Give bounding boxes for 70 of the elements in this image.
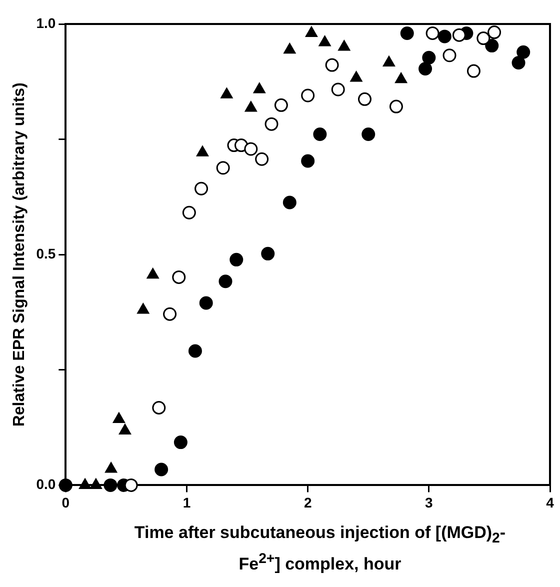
point [395, 72, 408, 84]
point [362, 127, 376, 141]
point [282, 196, 296, 210]
point [264, 117, 278, 131]
point [400, 26, 414, 40]
point [194, 182, 208, 196]
text: Time after subcutaneous injection of [(MGD)$_{2}$-Fe$^{2+}$] complex, hour [134, 523, 506, 574]
point [485, 38, 499, 52]
point [301, 88, 315, 102]
point [253, 82, 266, 94]
point [244, 101, 257, 112]
point [137, 303, 150, 314]
x-tick-label: 0 [62, 494, 70, 510]
x-tick-label: 4 [546, 494, 554, 510]
point [488, 26, 502, 40]
x-tick-label: 1 [182, 494, 191, 510]
point [199, 296, 213, 310]
point [306, 26, 318, 37]
point [476, 32, 490, 46]
y-tick-label: 0.5 [36, 245, 56, 262]
point [350, 71, 362, 82]
x-tick-label: 2 [304, 494, 312, 510]
point [284, 43, 296, 54]
point [216, 161, 230, 175]
point [124, 478, 138, 492]
point [325, 58, 339, 72]
point [163, 307, 177, 321]
point [105, 462, 118, 473]
point [112, 412, 125, 423]
point [154, 462, 168, 476]
point [301, 154, 315, 168]
point [313, 127, 327, 141]
point [218, 274, 232, 288]
point [79, 478, 91, 489]
point [442, 48, 456, 62]
point [90, 478, 102, 489]
point [422, 50, 436, 64]
y-axis-title: Relative EPR Signal Intensity (arbitrary units) [11, 82, 28, 427]
point [418, 62, 432, 76]
point [452, 28, 466, 42]
point [426, 26, 440, 40]
point [58, 478, 72, 492]
point [331, 82, 345, 96]
point [383, 56, 395, 66]
point [466, 64, 480, 78]
point [119, 424, 131, 435]
point [244, 142, 258, 156]
point [318, 36, 331, 46]
point [146, 268, 159, 279]
point [438, 30, 452, 44]
point [512, 56, 526, 70]
point [196, 146, 208, 156]
point [174, 436, 188, 450]
point [338, 40, 350, 51]
point [172, 270, 186, 284]
point [358, 92, 372, 106]
point [261, 246, 275, 260]
y-tick-label: 0.0 [36, 476, 56, 492]
point [220, 88, 233, 98]
point [104, 478, 118, 492]
point [152, 400, 166, 414]
point [182, 206, 196, 220]
point [516, 45, 530, 59]
point [230, 252, 244, 266]
point [389, 100, 403, 114]
x-tick-label: 3 [425, 494, 434, 510]
point [274, 98, 288, 112]
point [188, 344, 202, 358]
y-tick-label: 1.0 [36, 14, 56, 31]
point [255, 152, 269, 166]
